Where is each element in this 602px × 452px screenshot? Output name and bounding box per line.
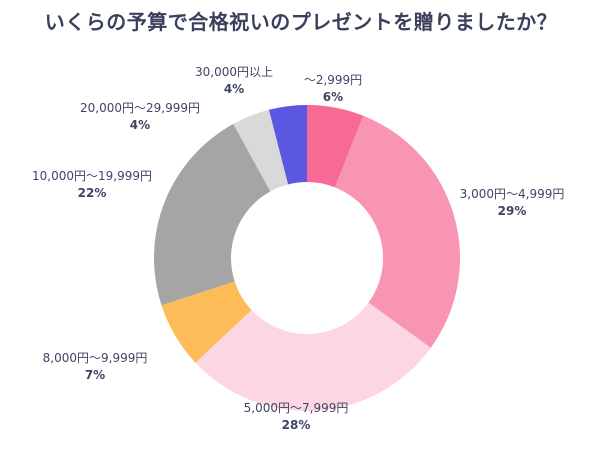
- donut-slice: [307, 105, 364, 188]
- slice-category: 5,000円～7,999円: [243, 401, 349, 415]
- slice-label: ～2,999円 6%: [304, 72, 362, 106]
- slice-label: 3,000円～4,999円 29%: [460, 186, 565, 220]
- slice-percent: 22%: [77, 186, 107, 200]
- slice-percent: 4%: [223, 82, 245, 96]
- donut-slice: [268, 105, 307, 185]
- donut-slice: [233, 109, 289, 192]
- slice-category: 10,000円～19,999円: [32, 169, 152, 183]
- slice-percent: 4%: [129, 118, 151, 132]
- slice-label: 30,000円以上 4%: [195, 64, 273, 98]
- slice-label: 5,000円～7,999円 28%: [244, 400, 349, 434]
- donut-slice: [334, 115, 460, 348]
- slice-percent: 29%: [497, 204, 527, 218]
- slice-label: 10,000円～19,999円 22%: [32, 168, 152, 202]
- donut-slice: [195, 302, 431, 411]
- slice-percent: 6%: [322, 90, 344, 104]
- slice-category: 8,000円～9,999円: [42, 351, 148, 365]
- donut-slice: [153, 123, 271, 306]
- slice-category: ～2,999円: [303, 73, 363, 87]
- slice-category: 30,000円以上: [195, 65, 273, 79]
- chart-title: いくらの予算で合格祝いのプレゼントを贈りましたか？: [44, 10, 558, 34]
- slice-category: 20,000円～29,999円: [80, 101, 200, 115]
- slice-percent: 7%: [84, 368, 106, 382]
- slice-percent: 28%: [281, 418, 311, 432]
- slice-category: 3,000円～4,999円: [459, 187, 565, 201]
- slice-label: 8,000円～9,999円 7%: [43, 350, 148, 384]
- donut-slice: [161, 281, 252, 363]
- slice-label: 20,000円～29,999円 4%: [80, 100, 200, 134]
